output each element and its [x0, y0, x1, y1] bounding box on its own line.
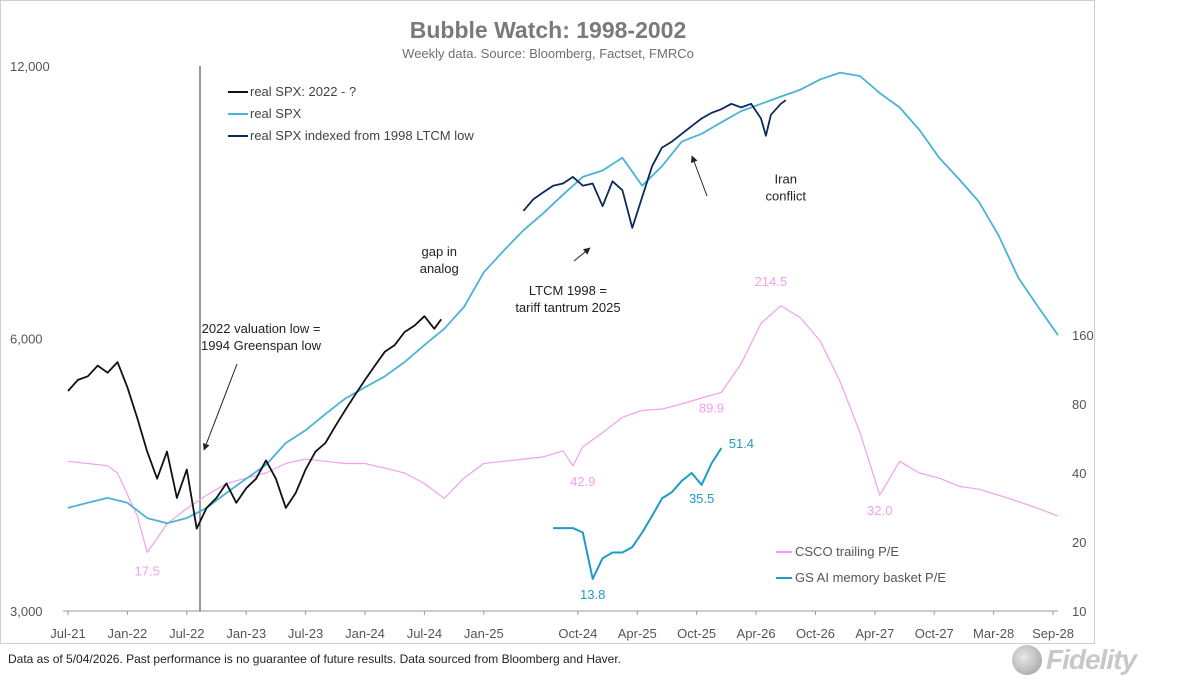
- legend-label: real SPX: 2022 - ?: [250, 84, 356, 99]
- footer-note: Data as of 5/04/2026. Past performance i…: [8, 652, 622, 666]
- x-tick-label: Sep-28: [1032, 626, 1074, 641]
- y-left-tick-label: 3,000: [10, 604, 43, 619]
- annotation-text: tariff tantrum 2025: [515, 300, 620, 315]
- x-tick-label: Jul-21: [50, 626, 85, 641]
- y-right-tick-label: 160: [1072, 328, 1094, 343]
- series-line: [522, 99, 787, 229]
- x-tick-label: Oct-26: [796, 626, 835, 641]
- legend-label: real SPX indexed from 1998 LTCM low: [250, 128, 474, 143]
- annotation-text: gap in: [422, 244, 457, 259]
- x-tick-label: Mar-28: [973, 626, 1014, 641]
- annotation-text: conflict: [766, 188, 807, 203]
- annotation-text: 2022 valuation low =: [202, 321, 321, 336]
- annotation-text: analog: [420, 261, 459, 276]
- y-right-tick-label: 10: [1072, 604, 1086, 619]
- data-label: 17.5: [135, 563, 160, 578]
- y-right-tick-label: 20: [1072, 535, 1086, 550]
- x-tick-label: Oct-27: [915, 626, 954, 641]
- y-left-tick-label: 12,000: [10, 59, 50, 74]
- data-label: 42.9: [570, 474, 595, 489]
- annotation-arrow: [690, 155, 708, 197]
- x-tick-label: Jul-22: [169, 626, 204, 641]
- data-label: 214.5: [755, 274, 788, 289]
- fidelity-logo: Fidelity: [1012, 644, 1137, 676]
- y-left-tick-label: 6,000: [10, 332, 43, 347]
- y-right-tick-label: 80: [1072, 397, 1086, 412]
- annotation-text: 1994 Greenspan low: [201, 338, 322, 353]
- chart-marks: 12,000 6,000 3,000 160 80 40 20 10 Jul-21 Jan-22 J…: [10, 59, 1094, 641]
- legend-label: CSCO trailing P/E: [795, 544, 899, 559]
- x-tick-label: Jan-25: [464, 626, 504, 641]
- data-label: 51.4: [729, 436, 754, 451]
- x-tick-label: Oct-25: [677, 626, 716, 641]
- x-tick-label: Jul-23: [288, 626, 323, 641]
- chart-subtitle: Weekly data. Source: Bloomberg, Factset,…: [402, 46, 694, 61]
- annotation-text: Iran: [775, 171, 797, 186]
- x-tick-label: Jan-22: [108, 626, 148, 641]
- data-label: 32.0: [867, 503, 892, 518]
- chart-title: Bubble Watch: 1998-2002: [410, 17, 687, 43]
- y-right-tick-label: 40: [1072, 466, 1086, 481]
- series-line: [67, 305, 1059, 554]
- series-line: [67, 71, 1059, 525]
- x-tick-label: Jan-24: [345, 626, 385, 641]
- annotation-arrow: [573, 247, 591, 262]
- logo-mark-icon: [1012, 645, 1042, 675]
- annotation-text: LTCM 1998 =: [529, 283, 607, 298]
- data-label: 35.5: [689, 491, 714, 506]
- x-tick-label: Apr-25: [618, 626, 657, 641]
- annotation-arrow: [202, 363, 238, 451]
- data-label: 13.8: [580, 587, 605, 602]
- legend-label: GS AI memory basket P/E: [795, 570, 946, 585]
- logo-word: Fidelity: [1046, 644, 1137, 675]
- x-tick-label: Jan-23: [226, 626, 266, 641]
- data-label: 89.9: [699, 400, 724, 415]
- chart-border: [0, 0, 1095, 644]
- legend-label: real SPX: [250, 106, 302, 121]
- x-tick-label: Apr-27: [855, 626, 894, 641]
- series-line: [67, 315, 442, 530]
- series-line: [553, 447, 723, 580]
- x-tick-label: Oct-24: [558, 626, 597, 641]
- x-tick-label: Jul-24: [407, 626, 442, 641]
- x-tick-label: Apr-26: [737, 626, 776, 641]
